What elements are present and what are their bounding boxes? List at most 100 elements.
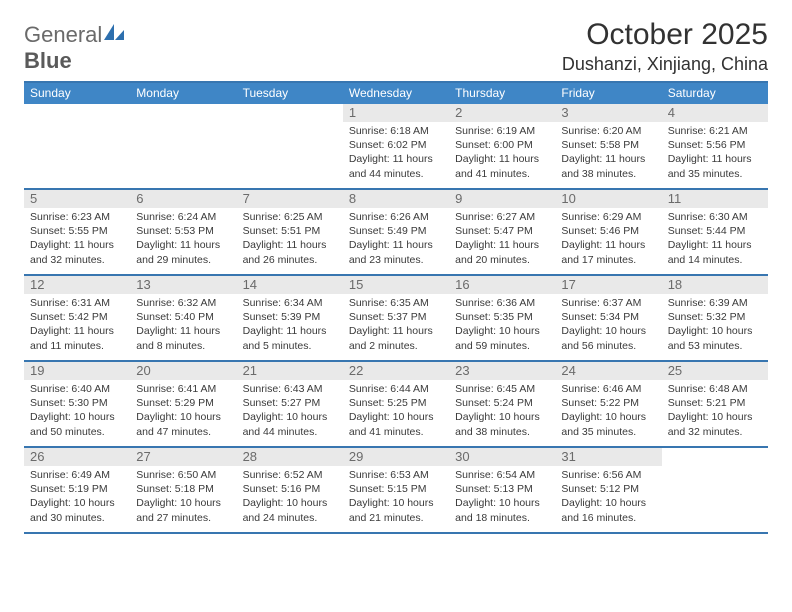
- day-number: 31: [555, 448, 661, 466]
- day-cell: 10 Sunrise: 6:29 AMSunset: 5:46 PMDayligh…: [555, 190, 661, 274]
- day-number: 10: [555, 190, 661, 208]
- day-sun-info: Sunrise: 6:41 AMSunset: 5:29 PMDaylight:…: [136, 382, 231, 439]
- day-number: 19: [24, 362, 130, 380]
- day-cell: 13Sunrise: 6:32 AMSunset: 5:40 PMDayligh…: [130, 276, 236, 360]
- day-number: 2: [449, 104, 555, 122]
- day-cell: 18 Sunrise: 6:39 AMSunset: 5:32 PMDayligh…: [662, 276, 768, 360]
- day-sun-info: Sunrise: 6:45 AMSunset: 5:24 PMDaylight:…: [455, 382, 550, 439]
- day-cell: 8 Sunrise: 6:26 AMSunset: 5:49 PMDaylight…: [343, 190, 449, 274]
- day-sun-info: Sunrise: 6:43 AMSunset: 5:27 PMDaylight:…: [243, 382, 338, 439]
- day-number: 24: [555, 362, 661, 380]
- day-sun-info: Sunrise: 6:23 AMSunset: 5:55 PMDaylight:…: [30, 210, 125, 267]
- day-number: 28: [237, 448, 343, 466]
- day-number: 27: [130, 448, 236, 466]
- day-sun-info: Sunrise: 6:29 AMSunset: 5:46 PMDaylight:…: [561, 210, 656, 267]
- day-number: 23: [449, 362, 555, 380]
- day-sun-info: Sunrise: 6:54 AMSunset: 5:13 PMDaylight:…: [455, 468, 550, 525]
- day-cell: 19 Sunrise: 6:40 AMSunset: 5:30 PMDayligh…: [24, 362, 130, 446]
- weekday-header: SundayMondayTuesdayWednesdayThursdayFrid…: [24, 83, 768, 104]
- weekday-label: Tuesday: [237, 83, 343, 104]
- location: Dushanzi, Xinjiang, China: [562, 54, 768, 75]
- day-number: 29: [343, 448, 449, 466]
- day-sun-info: Sunrise: 6:39 AMSunset: 5:32 PMDaylight:…: [668, 296, 763, 353]
- day-cell: 29 Sunrise: 6:53 AMSunset: 5:15 PMDayligh…: [343, 448, 449, 532]
- day-cell: 9 Sunrise: 6:27 AMSunset: 5:47 PMDaylight…: [449, 190, 555, 274]
- day-number: 22: [343, 362, 449, 380]
- day-sun-info: Sunrise: 6:20 AMSunset: 5:58 PMDaylight:…: [561, 124, 656, 181]
- day-number: 20: [130, 362, 236, 380]
- day-number: 21: [237, 362, 343, 380]
- day-sun-info: Sunrise: 6:37 AMSunset: 5:34 PMDaylight:…: [561, 296, 656, 353]
- day-number: 11: [662, 190, 768, 208]
- day-cell: 25 Sunrise: 6:48 AMSunset: 5:21 PMDayligh…: [662, 362, 768, 446]
- day-cell: 1 Sunrise: 6:18 AMSunset: 6:02 PMDaylight…: [343, 104, 449, 188]
- week-row: ...1Sunrise: 6:18 AMSunset: 6:02 PMDayli…: [24, 104, 768, 190]
- day-cell: 16 Sunrise: 6:36 AMSunset: 5:35 PMDayligh…: [449, 276, 555, 360]
- day-cell: .: [662, 448, 768, 532]
- day-sun-info: Sunrise: 6:35 AMSunset: 5:37 PMDaylight:…: [349, 296, 444, 353]
- day-number: 14: [237, 276, 343, 294]
- day-number: 12: [24, 276, 130, 294]
- day-cell: 12 Sunrise: 6:31 AMSunset: 5:42 PMDayligh…: [24, 276, 130, 360]
- week-row: 5 Sunrise: 6:23 AMSunset: 5:55 PMDaylight…: [24, 190, 768, 276]
- day-number: 5: [24, 190, 130, 208]
- day-cell: .: [237, 104, 343, 188]
- logo: GeneralBlue: [24, 18, 126, 74]
- day-cell: .: [130, 104, 236, 188]
- logo-sail-icon: [102, 22, 126, 42]
- weekday-label: Monday: [130, 83, 236, 104]
- day-sun-info: Sunrise: 6:34 AMSunset: 5:39 PMDaylight:…: [243, 296, 338, 353]
- day-number: 17: [555, 276, 661, 294]
- month-title: October 2025: [562, 18, 768, 52]
- day-sun-info: Sunrise: 6:24 AMSunset: 5:53 PMDaylight:…: [136, 210, 231, 267]
- day-cell: 11Sunrise: 6:30 AMSunset: 5:44 PMDayligh…: [662, 190, 768, 274]
- day-number: 16: [449, 276, 555, 294]
- day-cell: 31 Sunrise: 6:56 AMSunset: 5:12 PMDayligh…: [555, 448, 661, 532]
- day-sun-info: Sunrise: 6:44 AMSunset: 5:25 PMDaylight:…: [349, 382, 444, 439]
- day-cell: 4Sunrise: 6:21 AMSunset: 5:56 PMDaylight…: [662, 104, 768, 188]
- day-cell: 28Sunrise: 6:52 AMSunset: 5:16 PMDayligh…: [237, 448, 343, 532]
- weekday-label: Wednesday: [343, 83, 449, 104]
- day-sun-info: Sunrise: 6:36 AMSunset: 5:35 PMDaylight:…: [455, 296, 550, 353]
- weekday-label: Sunday: [24, 83, 130, 104]
- week-row: 26Sunrise: 6:49 AMSunset: 5:19 PMDayligh…: [24, 448, 768, 534]
- weekday-label: Saturday: [662, 83, 768, 104]
- day-sun-info: Sunrise: 6:27 AMSunset: 5:47 PMDaylight:…: [455, 210, 550, 267]
- day-sun-info: Sunrise: 6:26 AMSunset: 5:49 PMDaylight:…: [349, 210, 444, 267]
- day-sun-info: Sunrise: 6:31 AMSunset: 5:42 PMDaylight:…: [30, 296, 125, 353]
- day-number: 8: [343, 190, 449, 208]
- day-number: 18: [662, 276, 768, 294]
- day-cell: 5 Sunrise: 6:23 AMSunset: 5:55 PMDaylight…: [24, 190, 130, 274]
- day-number: 26: [24, 448, 130, 466]
- day-cell: 7Sunrise: 6:25 AMSunset: 5:51 PMDaylight…: [237, 190, 343, 274]
- day-sun-info: Sunrise: 6:56 AMSunset: 5:12 PMDaylight:…: [561, 468, 656, 525]
- day-cell: 17 Sunrise: 6:37 AMSunset: 5:34 PMDayligh…: [555, 276, 661, 360]
- day-cell: 6 Sunrise: 6:24 AMSunset: 5:53 PMDaylight…: [130, 190, 236, 274]
- day-cell: 20 Sunrise: 6:41 AMSunset: 5:29 PMDayligh…: [130, 362, 236, 446]
- day-sun-info: Sunrise: 6:19 AMSunset: 6:00 PMDaylight:…: [455, 124, 550, 181]
- title-block: October 2025 Dushanzi, Xinjiang, China: [562, 18, 768, 75]
- day-number: 9: [449, 190, 555, 208]
- logo-word2: Blue: [24, 48, 72, 73]
- day-sun-info: Sunrise: 6:53 AMSunset: 5:15 PMDaylight:…: [349, 468, 444, 525]
- day-number: 1: [343, 104, 449, 122]
- day-cell: 27Sunrise: 6:50 AMSunset: 5:18 PMDayligh…: [130, 448, 236, 532]
- day-sun-info: Sunrise: 6:48 AMSunset: 5:21 PMDaylight:…: [668, 382, 763, 439]
- day-cell: 2 Sunrise: 6:19 AMSunset: 6:00 PMDaylight…: [449, 104, 555, 188]
- day-cell: 24Sunrise: 6:46 AMSunset: 5:22 PMDayligh…: [555, 362, 661, 446]
- day-cell: 23 Sunrise: 6:45 AMSunset: 5:24 PMDayligh…: [449, 362, 555, 446]
- day-number: 13: [130, 276, 236, 294]
- day-number: 4: [662, 104, 768, 122]
- day-cell: 26Sunrise: 6:49 AMSunset: 5:19 PMDayligh…: [24, 448, 130, 532]
- day-cell: 21 Sunrise: 6:43 AMSunset: 5:27 PMDayligh…: [237, 362, 343, 446]
- calendar: SundayMondayTuesdayWednesdayThursdayFrid…: [24, 81, 768, 534]
- weekday-label: Friday: [555, 83, 661, 104]
- day-number: 25: [662, 362, 768, 380]
- day-cell: 3Sunrise: 6:20 AMSunset: 5:58 PMDaylight…: [555, 104, 661, 188]
- day-number: 6: [130, 190, 236, 208]
- day-number: 30: [449, 448, 555, 466]
- day-sun-info: Sunrise: 6:18 AMSunset: 6:02 PMDaylight:…: [349, 124, 444, 181]
- header: GeneralBlue October 2025 Dushanzi, Xinji…: [24, 18, 768, 75]
- day-sun-info: Sunrise: 6:40 AMSunset: 5:30 PMDaylight:…: [30, 382, 125, 439]
- logo-text: GeneralBlue: [24, 22, 126, 74]
